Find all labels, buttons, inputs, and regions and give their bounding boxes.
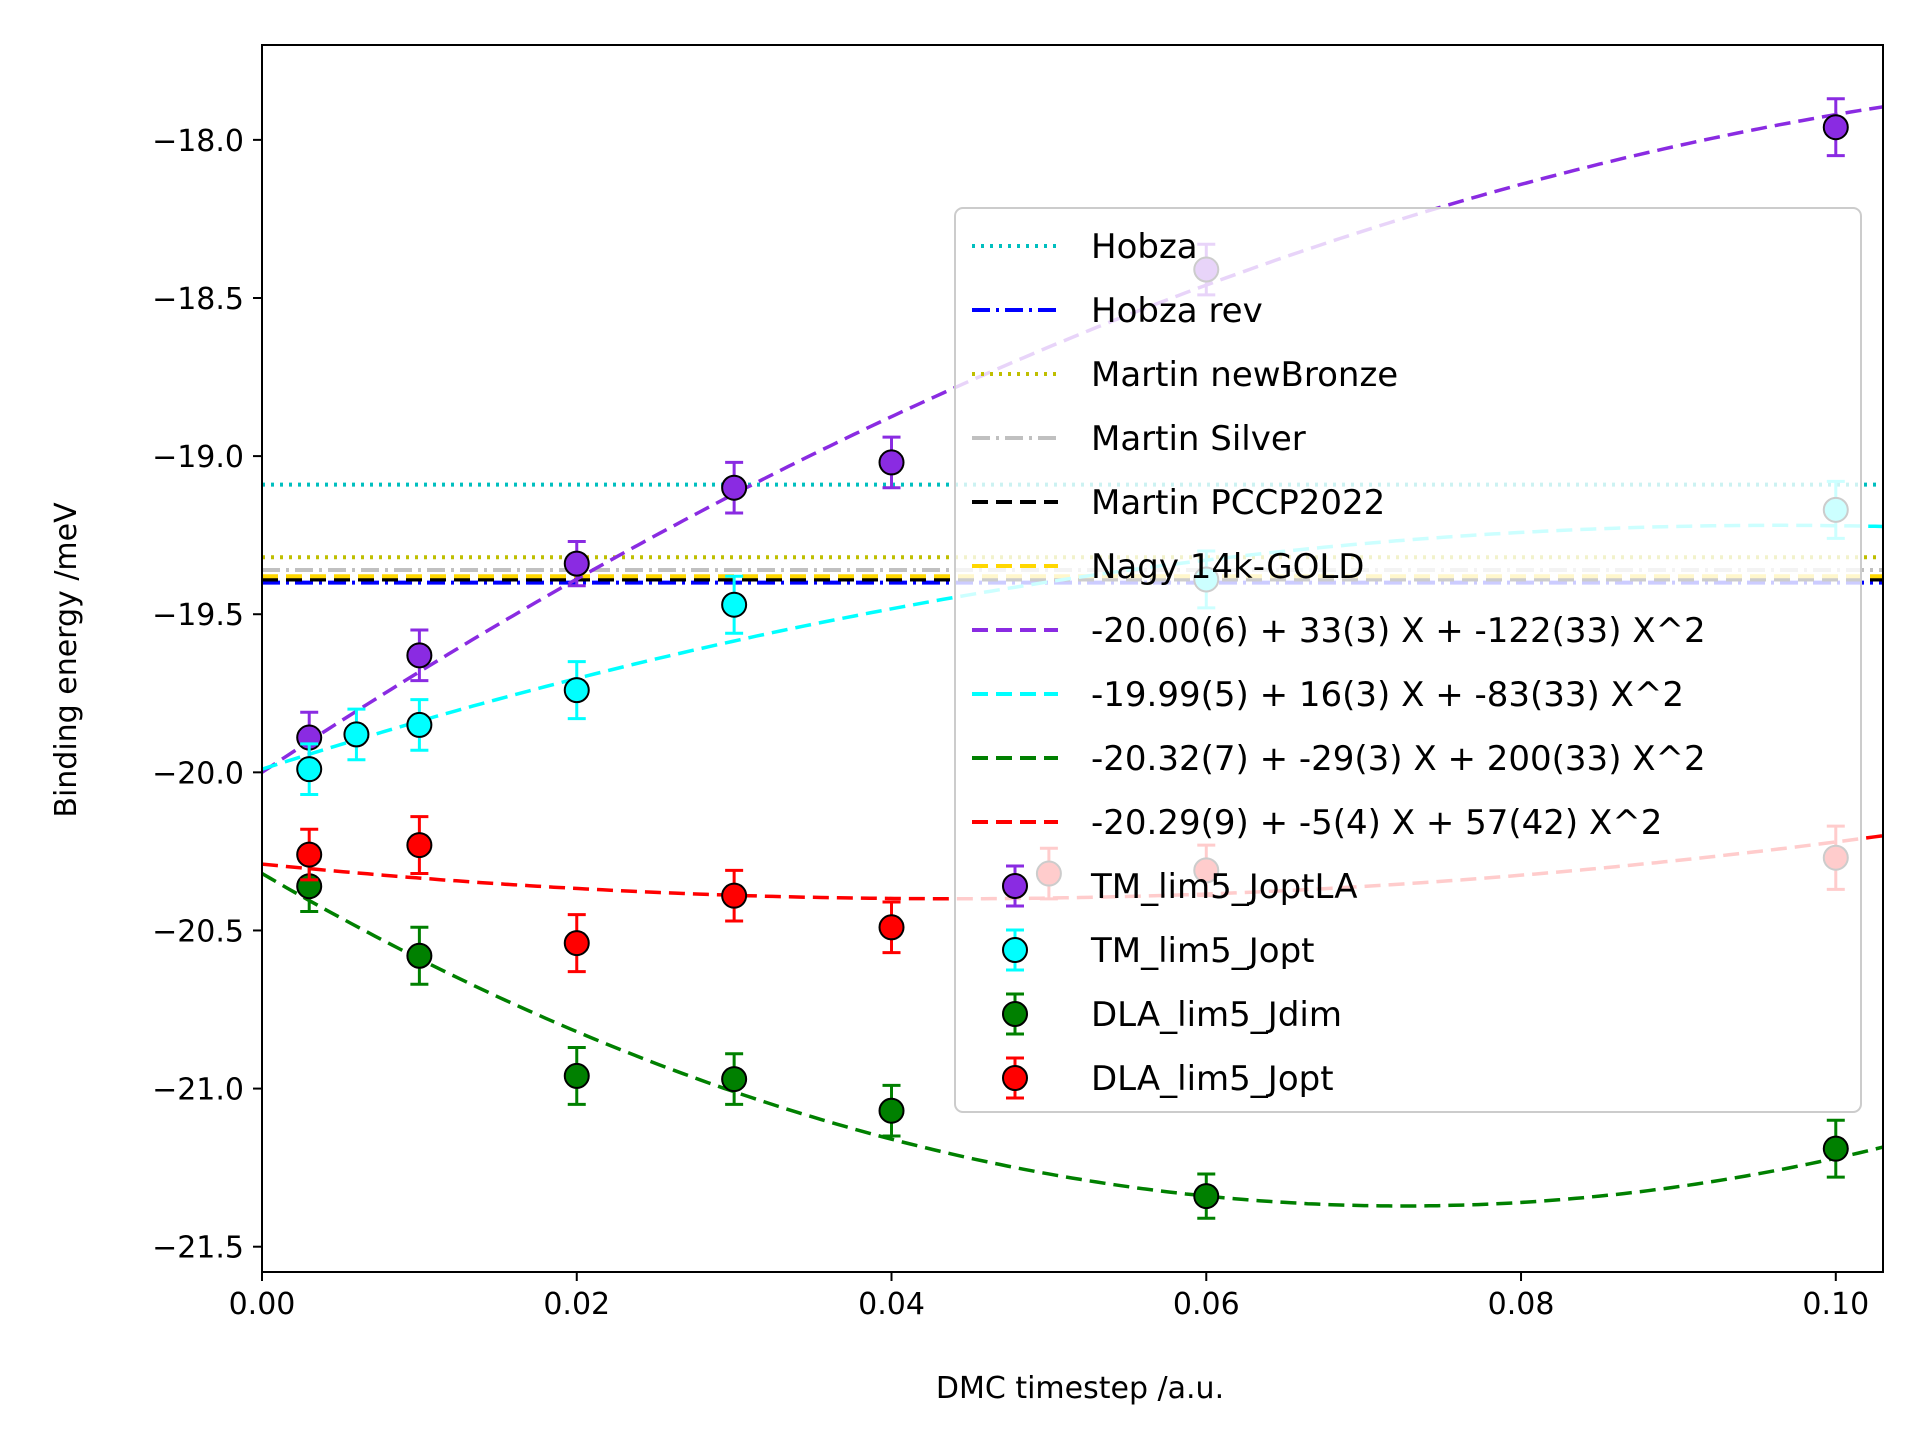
data-point: [296, 756, 323, 783]
legend-marker: [1002, 1001, 1028, 1027]
x-tick-label: 0.04: [858, 1287, 925, 1322]
data-point: [721, 591, 748, 618]
x-tick-label: 0.08: [1488, 1287, 1555, 1322]
legend-entry-label: Martin PCCP2022: [1091, 483, 1385, 523]
y-axis-label: Binding energy /meV: [49, 502, 84, 818]
legend-entry-label: DLA_lim5_Jopt: [1091, 1059, 1334, 1099]
data-point: [1822, 114, 1849, 141]
legend-entry-label: Hobza rev: [1091, 291, 1263, 331]
legend-entry-label: Nagy 14k-GOLD: [1091, 547, 1364, 587]
legend-entry-label: Martin newBronze: [1091, 355, 1398, 395]
legend-marker: [1002, 873, 1028, 899]
data-point: [406, 711, 433, 738]
legend-entry-label: TM_lim5_JoptLA: [1090, 867, 1357, 907]
legend-entry-label: -20.00(6) + 33(3) X + -122(33) X^2: [1091, 611, 1706, 651]
y-tick-label: −18.5: [152, 282, 244, 317]
fit-curve: [262, 871, 1883, 1208]
data-point: [1822, 1135, 1849, 1162]
x-tick-label: 0.02: [543, 1287, 610, 1322]
y-tick-label: −20.0: [152, 756, 244, 791]
data-point: [878, 914, 905, 941]
data-point: [721, 882, 748, 909]
data-point: [721, 1066, 748, 1093]
legend-entry-label: Martin Silver: [1091, 419, 1306, 459]
data-point: [406, 942, 433, 969]
legend-entry-label: -19.99(5) + 16(3) X + -83(33) X^2: [1091, 675, 1684, 715]
legend-entry-label: -20.29(9) + -5(4) X + 57(42) X^2: [1091, 803, 1662, 843]
y-tick-label: −19.0: [152, 440, 244, 475]
x-tick-label: 0.10: [1802, 1287, 1869, 1322]
legend-entry-label: TM_lim5_Jopt: [1090, 931, 1315, 971]
legend-marker: [1002, 1065, 1028, 1091]
data-point: [406, 832, 433, 859]
y-tick-label: −18.0: [152, 124, 244, 159]
data-point: [563, 930, 590, 957]
legend-box: [954, 207, 1862, 1113]
data-point: [878, 449, 905, 476]
data-point: [563, 1062, 590, 1089]
y-tick-label: −19.5: [152, 598, 244, 633]
legend-entry-label: DLA_lim5_Jdim: [1091, 995, 1342, 1035]
data-point: [563, 550, 590, 577]
y-tick-label: −21.5: [152, 1231, 244, 1266]
data-point: [878, 1097, 905, 1124]
plot-frame: [261, 44, 1884, 1273]
data-point: [721, 474, 748, 501]
data-point: [406, 642, 433, 669]
data-point: [1193, 1183, 1220, 1210]
axes: 0.00 0.02 0.04 0.06 0.08 0.10 −18.0 −18.5 −19.0 −…: [152, 44, 1884, 1322]
x-tick-label: 0.06: [1173, 1287, 1240, 1322]
data-point: [296, 841, 323, 868]
legend-entry-label: Hobza: [1091, 227, 1198, 267]
legend-marker: [1002, 937, 1028, 963]
data-point: [343, 721, 370, 748]
data-point: [563, 677, 590, 704]
y-tick-label: −20.5: [152, 914, 244, 949]
y-tick-label: −21.0: [152, 1073, 244, 1108]
x-axis-label: DMC timestep /a.u.: [936, 1371, 1224, 1406]
legend-entry-label: -20.32(7) + -29(3) X + 200(33) X^2: [1091, 739, 1706, 779]
x-tick-label: 0.00: [229, 1287, 296, 1322]
legend: Hobza Hobza rev Martin newBronze Martin Sil…: [954, 207, 1862, 1113]
